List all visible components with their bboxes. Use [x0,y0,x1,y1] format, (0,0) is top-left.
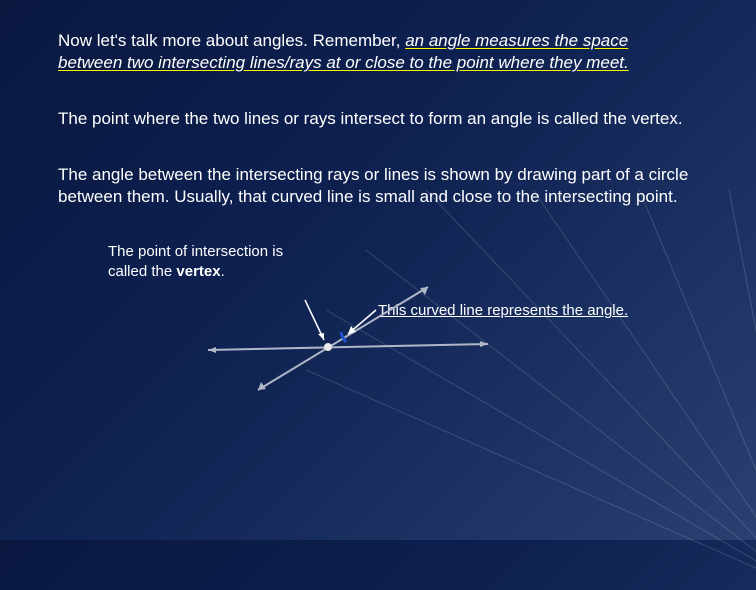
para1-intro: Now let's talk more about angles. Rememb… [58,31,405,50]
paragraph-2: The point where the two lines or rays in… [58,108,696,130]
vertex-caption-line1: The point of intersection is [108,243,283,260]
paragraph-1: Now let's talk more about angles. Rememb… [58,30,696,74]
ray-horizontal [208,344,488,350]
angle-svg [198,262,558,402]
paragraph-3: The angle between the intersecting rays … [58,164,696,208]
vertex-caption-line2-pre: called the [108,263,176,280]
vertex-pointer-head-icon [318,333,324,340]
slide-content: Now let's talk more about angles. Rememb… [0,0,756,422]
angle-diagram: The point of intersection is called the … [58,242,696,402]
arrow-left-icon [208,347,216,353]
vertex-dot [324,343,332,351]
arrow-right-icon [480,341,488,347]
